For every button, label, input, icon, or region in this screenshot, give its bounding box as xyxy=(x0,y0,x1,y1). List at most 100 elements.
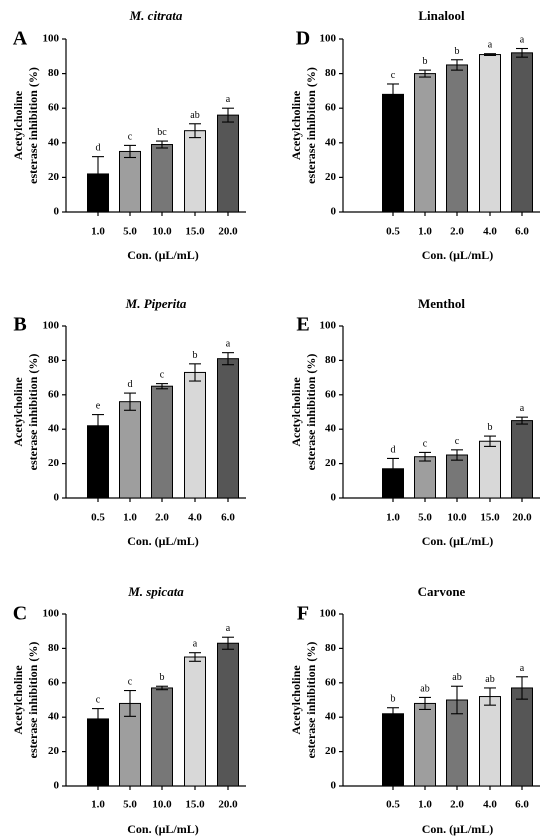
significance-letter: a xyxy=(488,40,493,51)
bar xyxy=(414,456,436,499)
bar xyxy=(479,54,501,213)
significance-letter: a xyxy=(520,663,525,674)
bar xyxy=(414,702,436,787)
bar xyxy=(217,358,239,499)
y-tick-label: 100 xyxy=(43,608,60,620)
significance-letter: d xyxy=(128,379,133,390)
panel-letter: C xyxy=(13,603,27,625)
significance-letter: bc xyxy=(157,127,167,138)
y-tick-label: 0 xyxy=(54,780,60,792)
significance-letter: a xyxy=(226,94,231,105)
chart-panel-a: A M. citrata Acetylcholine esterase inhibit… xyxy=(11,8,246,262)
x-tick-label: 15.0 xyxy=(480,512,500,524)
significance-letter: ab xyxy=(452,672,461,683)
chart-title: M. spicata xyxy=(127,584,184,599)
x-tick-label: 10.0 xyxy=(447,512,467,524)
x-tick-label: 6.0 xyxy=(221,512,235,524)
x-tick-label: 20.0 xyxy=(512,512,532,524)
chart-title: Carvone xyxy=(418,584,466,599)
y-axis-label-line2: esterase inhibition (%) xyxy=(304,354,318,471)
x-tick-label: 0.5 xyxy=(386,799,400,811)
significance-letter: e xyxy=(96,401,101,412)
significance-letter: c xyxy=(128,677,133,688)
y-tick-label: 0 xyxy=(331,492,337,504)
y-tick-label: 0 xyxy=(54,206,60,218)
panel-letter: A xyxy=(13,28,28,50)
significance-letter: b xyxy=(423,56,428,67)
y-tick-label: 20 xyxy=(325,171,337,183)
significance-letter: c xyxy=(160,370,165,381)
chart-panel-e: E Menthol Acetylcholine esterase inhibition… xyxy=(289,296,540,548)
significance-letter: d xyxy=(96,143,101,154)
chart-title: Linalool xyxy=(418,8,465,23)
bar xyxy=(446,64,468,213)
panel-letter: B xyxy=(13,314,26,336)
bar xyxy=(217,114,239,213)
x-tick-label: 15.0 xyxy=(185,799,205,811)
y-tick-label: 20 xyxy=(48,457,60,469)
significance-letter: a xyxy=(226,623,231,634)
x-tick-label: 5.0 xyxy=(123,799,137,811)
x-tick-label: 6.0 xyxy=(515,226,529,238)
y-tick-label: 80 xyxy=(48,67,60,79)
chart-panel-f: F Carvone Acetylcholine esterase inhibition… xyxy=(289,584,540,836)
y-tick-label: 20 xyxy=(48,745,60,757)
y-tick-label: 20 xyxy=(48,171,60,183)
x-axis-label: Con. (μL/mL) xyxy=(422,248,493,262)
x-axis-label: Con. (μL/mL) xyxy=(127,534,198,548)
y-axis-label-line2: esterase inhibition (%) xyxy=(26,642,40,759)
y-tick-label: 40 xyxy=(325,711,337,723)
bar xyxy=(184,371,206,499)
y-axis-label-line1: Acetylcholine xyxy=(289,665,303,735)
significance-letter: b xyxy=(391,694,396,705)
x-tick-label: 0.5 xyxy=(91,512,105,524)
y-axis-label-line2: esterase inhibition (%) xyxy=(304,67,318,184)
significance-letter: a xyxy=(520,35,525,46)
y-tick-label: 60 xyxy=(325,676,337,688)
significance-letter: ab xyxy=(420,683,429,694)
panel-letter: F xyxy=(297,603,309,625)
bar xyxy=(446,454,468,499)
x-tick-label: 1.0 xyxy=(418,799,432,811)
y-tick-label: 60 xyxy=(48,102,60,114)
x-tick-label: 1.0 xyxy=(123,512,137,524)
y-tick-label: 40 xyxy=(48,136,60,148)
x-tick-label: 1.0 xyxy=(418,226,432,238)
chart-panel-b: B M. Piperita Acetylcholine esterase inhibi… xyxy=(11,296,246,548)
x-axis-label: Con. (μL/mL) xyxy=(127,248,198,262)
bar xyxy=(217,642,239,787)
y-axis-label-line1: Acetylcholine xyxy=(11,90,25,160)
bar xyxy=(511,52,533,213)
significance-letter: b xyxy=(488,422,493,433)
bar xyxy=(382,93,404,213)
x-tick-label: 1.0 xyxy=(91,226,105,238)
x-tick-label: 20.0 xyxy=(218,799,238,811)
y-tick-label: 40 xyxy=(325,423,337,435)
significance-letter: d xyxy=(391,444,396,455)
significance-letter: b xyxy=(160,672,165,683)
bar xyxy=(151,385,173,499)
y-tick-label: 0 xyxy=(54,492,60,504)
y-tick-label: 100 xyxy=(320,608,337,620)
significance-letter: b xyxy=(193,350,198,361)
bar xyxy=(479,440,501,499)
significance-letter: a xyxy=(520,403,525,414)
x-axis-label: Con. (μL/mL) xyxy=(422,534,493,548)
y-tick-label: 100 xyxy=(43,33,60,45)
chart-title: M. Piperita xyxy=(125,296,187,311)
significance-letter: c xyxy=(128,131,133,142)
x-tick-label: 1.0 xyxy=(386,512,400,524)
bar xyxy=(414,73,436,213)
bar xyxy=(184,656,206,787)
y-axis-label-line1: Acetylcholine xyxy=(289,377,303,447)
y-tick-label: 100 xyxy=(320,33,337,45)
bar xyxy=(511,420,533,499)
chart-panel-c: C M. spicata Acetylcholine esterase inhibit… xyxy=(11,584,246,836)
y-tick-label: 60 xyxy=(325,102,337,114)
y-axis-label-line1: Acetylcholine xyxy=(11,377,25,447)
significance-letter: c xyxy=(423,438,428,449)
x-tick-label: 4.0 xyxy=(188,512,202,524)
x-tick-label: 0.5 xyxy=(386,226,400,238)
significance-letter: c xyxy=(391,70,396,81)
significance-letter: a xyxy=(226,339,231,350)
